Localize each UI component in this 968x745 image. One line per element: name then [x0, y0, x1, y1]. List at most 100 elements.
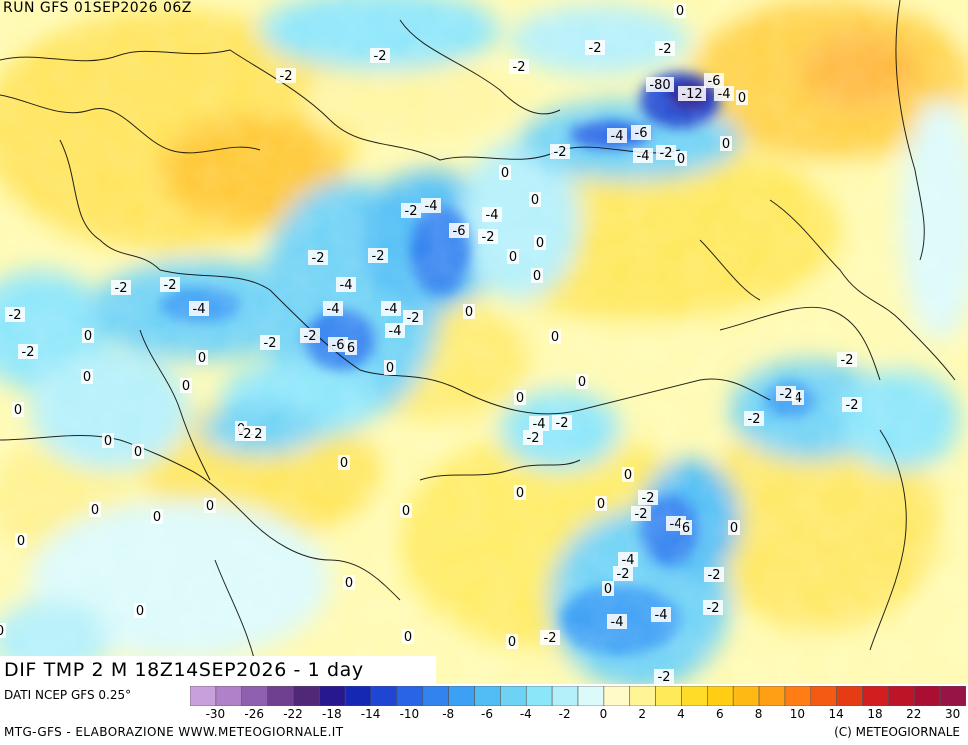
- contour-value-label: -2: [300, 328, 320, 344]
- contour-value-label: 0: [514, 390, 526, 406]
- svg-text:0: 0: [17, 534, 25, 549]
- svg-text:0: 0: [404, 630, 412, 645]
- contour-value-label: -4: [381, 301, 401, 317]
- contour-value-label: 0: [196, 350, 208, 366]
- contour-value-label: -2: [111, 280, 131, 296]
- svg-text:0: 0: [91, 503, 99, 518]
- contour-value-label: -2: [631, 506, 651, 522]
- contour-value-label: -2: [656, 145, 676, 161]
- contour-value-label: 0: [132, 444, 144, 460]
- contour-value-label: -2: [550, 144, 570, 160]
- svg-text:0: 0: [465, 305, 473, 320]
- svg-text:4: 4: [794, 391, 802, 406]
- contour-value-label: -2: [842, 397, 862, 413]
- color-scale: [190, 686, 966, 706]
- svg-text:0: 0: [531, 193, 539, 208]
- scale-tick-label: -10: [399, 707, 420, 721]
- scale-tick-label: -18: [321, 707, 342, 721]
- svg-text:0: 0: [536, 236, 544, 251]
- data-source: DATI NCEP GFS 0.25°: [4, 688, 132, 702]
- contour-value-label: 0: [402, 629, 414, 645]
- contour-value-label: 0: [728, 520, 740, 536]
- svg-text:-2: -2: [280, 69, 293, 84]
- svg-text:-2: -2: [660, 146, 673, 161]
- contour-value-label: 0: [180, 378, 192, 394]
- scale-swatch: [241, 686, 268, 706]
- contour-value-label: 0: [151, 509, 163, 525]
- scale-swatch: [474, 686, 501, 706]
- contour-value-label: -4: [714, 86, 734, 102]
- scale-tick-label: -4: [519, 707, 532, 721]
- scale-swatch: [215, 686, 243, 706]
- scale-tick-label: -14: [360, 707, 381, 721]
- scale-tick-label: -30: [205, 707, 226, 721]
- contour-value-label: 0: [675, 151, 687, 167]
- contour-value-label: -2: [776, 386, 796, 402]
- svg-text:0: 0: [104, 434, 112, 449]
- contour-value-label: -2: [523, 430, 543, 446]
- svg-text:0: 0: [84, 329, 92, 344]
- svg-text:-2: -2: [264, 336, 277, 351]
- contour-value-label: -4: [529, 416, 549, 432]
- scale-swatch: [939, 686, 966, 706]
- contour-value-label: 0: [400, 503, 412, 519]
- svg-text:0: 0: [345, 576, 353, 591]
- svg-text:-2: -2: [527, 431, 540, 446]
- contour-value-label: -2: [552, 415, 572, 431]
- contour-value-label: 0: [463, 304, 475, 320]
- contour-value-label: -6: [704, 73, 724, 89]
- svg-text:-6: -6: [453, 224, 466, 239]
- svg-text:-4: -4: [327, 302, 340, 317]
- map-caption: DIF TMP 2 M 18Z14SEP2026 - 1 day: [0, 656, 436, 684]
- contour-value-label: -2: [638, 490, 658, 506]
- svg-text:0: 0: [83, 370, 91, 385]
- scale-swatch: [707, 686, 734, 706]
- credit-line: MTG-GFS - ELABORAZIONE WWW.METEOGIORNALE…: [4, 725, 344, 739]
- contour-value-label: 0: [506, 634, 518, 650]
- svg-text:-2: -2: [708, 568, 721, 583]
- svg-text:-2: -2: [164, 278, 177, 293]
- svg-text:0: 0: [136, 604, 144, 619]
- svg-text:-6: -6: [332, 338, 345, 353]
- svg-text:0: 0: [198, 351, 206, 366]
- scale-swatch: [370, 686, 398, 706]
- svg-text:-4: -4: [622, 553, 635, 568]
- svg-text:-2: -2: [22, 345, 35, 360]
- svg-text:0: 0: [402, 504, 410, 519]
- svg-text:0: 0: [0, 624, 4, 639]
- scale-tick-label: 10: [789, 707, 806, 721]
- svg-text:0: 0: [182, 379, 190, 394]
- svg-text:-4: -4: [611, 615, 624, 630]
- svg-text:0: 0: [533, 269, 541, 284]
- scale-tick-label: 14: [828, 707, 844, 721]
- svg-text:0: 0: [738, 91, 746, 106]
- noise-texture: [0, 0, 968, 684]
- svg-text:-2: -2: [658, 670, 671, 684]
- scale-swatch: [888, 686, 915, 706]
- svg-text:0: 0: [676, 4, 684, 19]
- contour-labels: 0-2-2 -2-2-80-12-6-4 0-4 -6-4 -2 00-2-20-2 -4-…: [0, 3, 862, 684]
- contour-value-label: 0: [0, 623, 6, 639]
- svg-text:-4: -4: [533, 417, 546, 432]
- scale-tick-label: -2: [558, 707, 571, 721]
- scale-tick-label: 0: [599, 707, 608, 721]
- contour-value-label: 0: [499, 165, 511, 181]
- scale-swatch: [681, 686, 708, 706]
- svg-text:0: 0: [578, 375, 586, 390]
- svg-text:-2: -2: [556, 416, 569, 431]
- svg-text:-2: -2: [707, 601, 720, 616]
- contour-value-label: 0: [102, 433, 114, 449]
- contour-value-label: 0: [622, 467, 634, 483]
- svg-text:-4: -4: [193, 302, 206, 317]
- scale-tick-label: -26: [244, 707, 264, 721]
- run-label: RUN GFS 01SEP2026 06Z: [3, 0, 192, 16]
- scale-swatch: [732, 686, 760, 706]
- scale-swatch: [655, 686, 682, 706]
- scale-swatch: [422, 686, 449, 706]
- svg-text:-2: -2: [589, 41, 602, 56]
- copyright: (C) METEOGIORNALE: [834, 725, 960, 739]
- svg-text:0: 0: [730, 521, 738, 536]
- contour-value-label: -2: [540, 630, 560, 646]
- contour-value-label: -2: [654, 669, 674, 684]
- svg-text:-2: -2: [513, 60, 526, 75]
